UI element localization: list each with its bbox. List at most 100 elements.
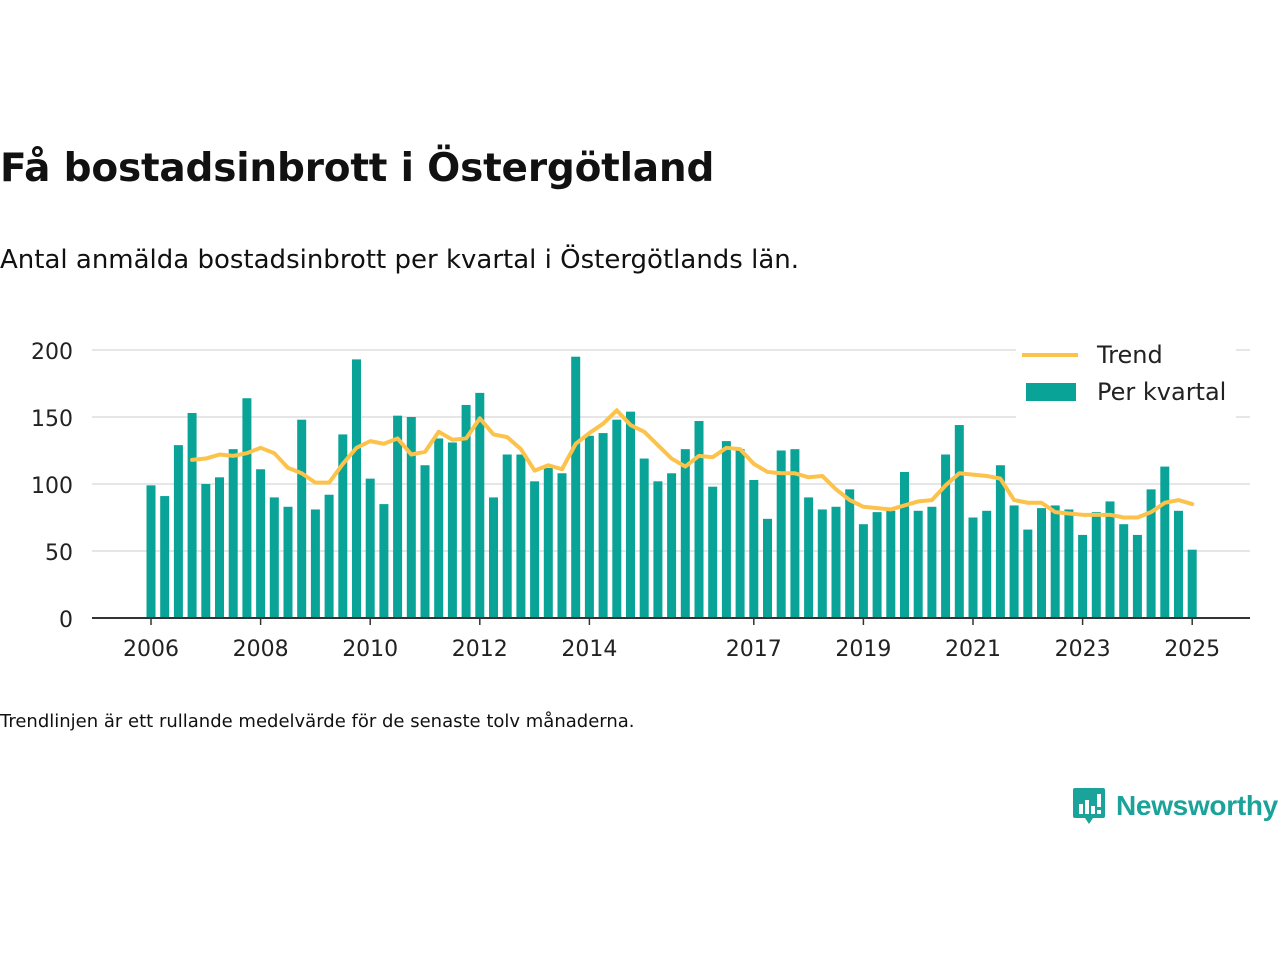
bar: [667, 473, 677, 618]
bar: [1187, 549, 1197, 618]
bar: [365, 478, 375, 618]
bar: [502, 454, 512, 618]
bar: [475, 392, 485, 618]
bar: [1146, 489, 1156, 618]
bar: [297, 419, 307, 618]
bar: [434, 438, 444, 618]
bar: [845, 489, 855, 618]
bar: [886, 510, 896, 618]
bar: [269, 497, 279, 618]
bar: [1105, 501, 1115, 618]
bar: [406, 417, 416, 618]
bar: [626, 411, 635, 618]
legend: Trend Per kvartal: [1016, 334, 1236, 424]
bar: [653, 481, 663, 618]
bar: [1050, 505, 1060, 618]
bar: [1023, 529, 1033, 618]
chart-title: Få bostadsinbrott i Östergötland: [0, 146, 715, 191]
bar: [900, 471, 909, 618]
bar: [763, 518, 772, 618]
bar: [954, 425, 964, 618]
bar: [708, 486, 718, 618]
brand-logo: Newsworthy: [1072, 786, 1278, 826]
bar: [310, 509, 320, 618]
bar: [352, 359, 361, 618]
bar: [1160, 466, 1170, 618]
bar: [968, 517, 978, 618]
bar: [1037, 508, 1046, 618]
bar: [858, 524, 868, 618]
bar: [639, 458, 649, 618]
bar: [776, 450, 786, 618]
bar: [530, 481, 540, 618]
bar: [187, 412, 197, 618]
bar: [1091, 512, 1101, 618]
bar: [215, 477, 224, 618]
bar: [831, 506, 841, 618]
x-tick-label: 2014: [561, 637, 617, 662]
quarterly-burglary-chart: 0 50 100 150 200 2006 2008 2010 2012 2014 2017 201…: [31, 334, 1250, 662]
x-tick-label: 2025: [1164, 637, 1220, 662]
y-tick-label: 200: [31, 340, 73, 365]
bar: [543, 467, 553, 618]
bar: [735, 449, 745, 618]
brand-name: Newsworthy: [1116, 790, 1278, 821]
y-tick-label: 100: [31, 474, 73, 499]
x-tick-label: 2010: [342, 637, 398, 662]
bar: [598, 433, 608, 618]
legend-bar-label: Per kvartal: [1097, 378, 1226, 406]
bar: [256, 469, 266, 618]
bar: [872, 512, 882, 618]
x-tick-label: 2008: [233, 637, 289, 662]
bar: [790, 449, 800, 618]
x-tick-label: 2017: [726, 637, 782, 662]
y-tick-label: 50: [45, 541, 73, 566]
bar: [489, 497, 498, 618]
bar: [160, 496, 170, 618]
bar: [379, 504, 389, 618]
bar: [804, 497, 814, 618]
bar: [941, 454, 951, 618]
bar: [461, 404, 471, 618]
bar: [721, 441, 731, 618]
bar: [1174, 510, 1183, 618]
trend-line: [190, 408, 1195, 520]
bar: [817, 509, 827, 618]
bar: [228, 449, 238, 618]
bar: [324, 494, 334, 618]
bar: [393, 415, 403, 618]
x-tick-label: 2021: [945, 637, 1001, 662]
x-tick-label: 2006: [123, 637, 179, 662]
bar: [146, 485, 156, 618]
bar: [242, 398, 252, 618]
bar: [516, 454, 526, 618]
bar: [694, 421, 704, 618]
bar: [584, 435, 594, 618]
bar: [283, 506, 293, 618]
y-axis-tick-labels: 0 50 100 150 200: [31, 340, 73, 633]
bar: [680, 449, 690, 618]
bar: [420, 465, 430, 618]
x-tick-label: 2012: [452, 637, 508, 662]
bar: [749, 479, 759, 618]
x-tick-label: 2019: [835, 637, 891, 662]
bar: [927, 506, 937, 618]
bar: [571, 356, 581, 618]
bar: [612, 419, 622, 618]
bar: [1078, 534, 1088, 618]
bar-chart-speech-bubble-icon: [1073, 788, 1105, 824]
x-axis-ticks: 2006 2008 2010 2012 2014 2017 2019 2021 2023 2025: [123, 618, 1220, 662]
bar: [1009, 505, 1019, 618]
chart-subtitle: Antal anmälda bostadsinbrott per kvartal…: [0, 245, 800, 275]
bar: [338, 434, 348, 618]
bar: [447, 442, 457, 618]
legend-trend-label: Trend: [1096, 341, 1163, 369]
bar: [982, 510, 992, 618]
bar: [913, 510, 923, 618]
y-tick-label: 0: [59, 608, 73, 633]
bar: [201, 484, 211, 618]
bar-series: [146, 356, 1197, 618]
chart-footnote: Trendlinjen är ett rullande medelvärde f…: [0, 711, 635, 732]
bar: [1132, 534, 1142, 618]
bar: [995, 465, 1005, 618]
